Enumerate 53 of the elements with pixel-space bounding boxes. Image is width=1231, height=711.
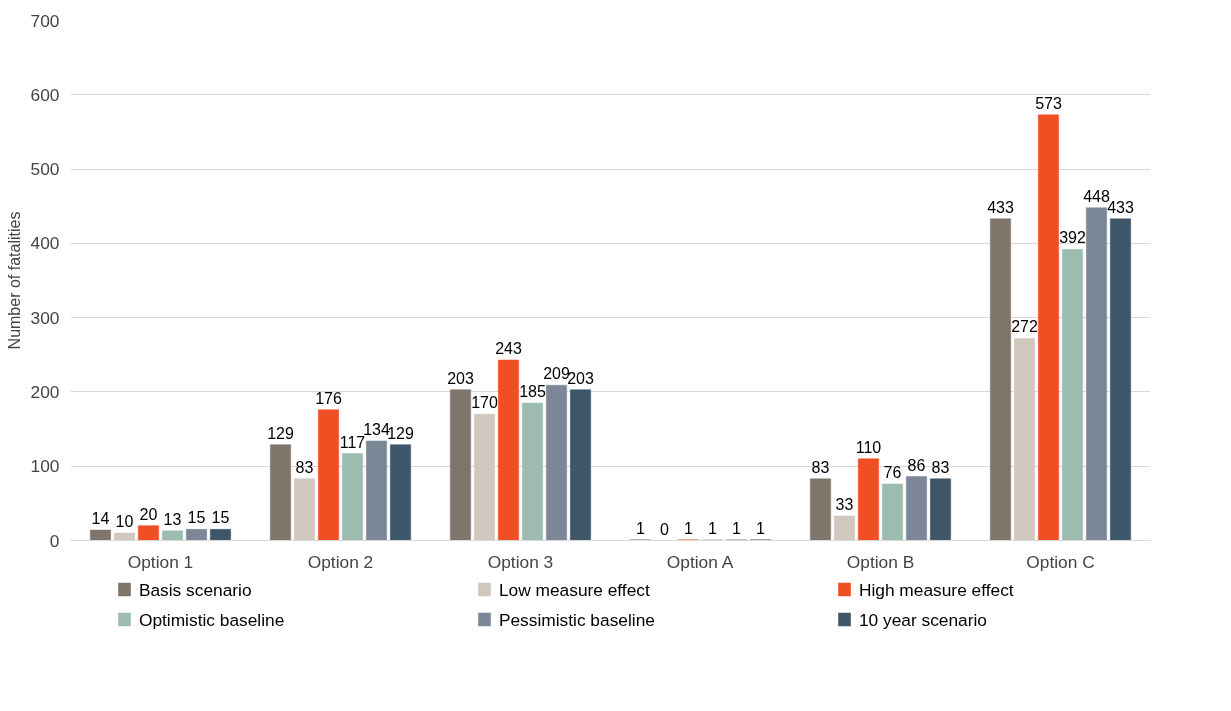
data-label: 83 [931, 458, 950, 476]
data-label: 83 [295, 458, 314, 476]
y-axis-title: Number of fatalities [5, 211, 23, 350]
data-label: 1 [684, 519, 694, 537]
x-tick-label: Option A [666, 551, 734, 572]
data-label: 14 [91, 510, 110, 528]
x-tick-label: Option 3 [487, 551, 554, 572]
data-label: 110 [855, 438, 882, 456]
y-tick-label: 300 [30, 307, 60, 328]
legend-label: 10 year scenario [858, 609, 988, 630]
data-label: 1 [732, 519, 742, 537]
data-label: 86 [907, 456, 926, 474]
data-label: 1 [756, 519, 766, 537]
y-tick-label: 0 [49, 530, 60, 551]
data-label: 0 [660, 520, 670, 538]
data-label: 272 [1011, 318, 1038, 336]
data-label: 448 [1083, 187, 1110, 205]
data-label: 392 [1059, 229, 1086, 247]
data-label: 129 [387, 424, 414, 442]
legend-label: Low measure effect [498, 579, 650, 600]
y-tick-label: 600 [30, 84, 60, 105]
x-tick-label: Option C [1026, 551, 1095, 572]
data-label: 33 [835, 495, 854, 513]
x-tick-label: Option 1 [127, 551, 194, 572]
data-label: 129 [267, 424, 294, 442]
data-label: 573 [1035, 94, 1062, 112]
data-label: 170 [471, 394, 498, 412]
data-label: 203 [447, 369, 474, 387]
data-label: 15 [187, 509, 206, 527]
data-label: 1 [636, 519, 646, 537]
data-label: 10 [115, 513, 134, 531]
data-label: 185 [519, 383, 546, 401]
data-label: 243 [495, 339, 522, 357]
y-tick-label: 500 [30, 159, 60, 180]
data-label: 134 [363, 420, 390, 438]
data-label: 433 [987, 198, 1014, 216]
legend-label: High measure effect [858, 579, 1014, 600]
data-label: 83 [811, 458, 830, 476]
legend-label: Basis scenario [138, 579, 252, 600]
data-label: 76 [883, 464, 902, 482]
y-tick-label: 100 [30, 456, 60, 477]
legend-label: Optimistic baseline [138, 609, 285, 630]
data-label: 13 [163, 510, 182, 528]
legend-label: Pessimistic baseline [498, 609, 655, 630]
data-label: 1 [708, 519, 718, 537]
y-tick-label: 400 [30, 233, 60, 254]
data-label: 20 [139, 505, 158, 523]
y-tick-label: 700 [30, 10, 60, 31]
y-tick-label: 200 [30, 381, 60, 402]
data-label: 15 [211, 509, 230, 527]
x-tick-label: Option B [846, 551, 915, 572]
data-label: 176 [315, 389, 342, 407]
x-tick-label: Option 2 [307, 551, 374, 572]
